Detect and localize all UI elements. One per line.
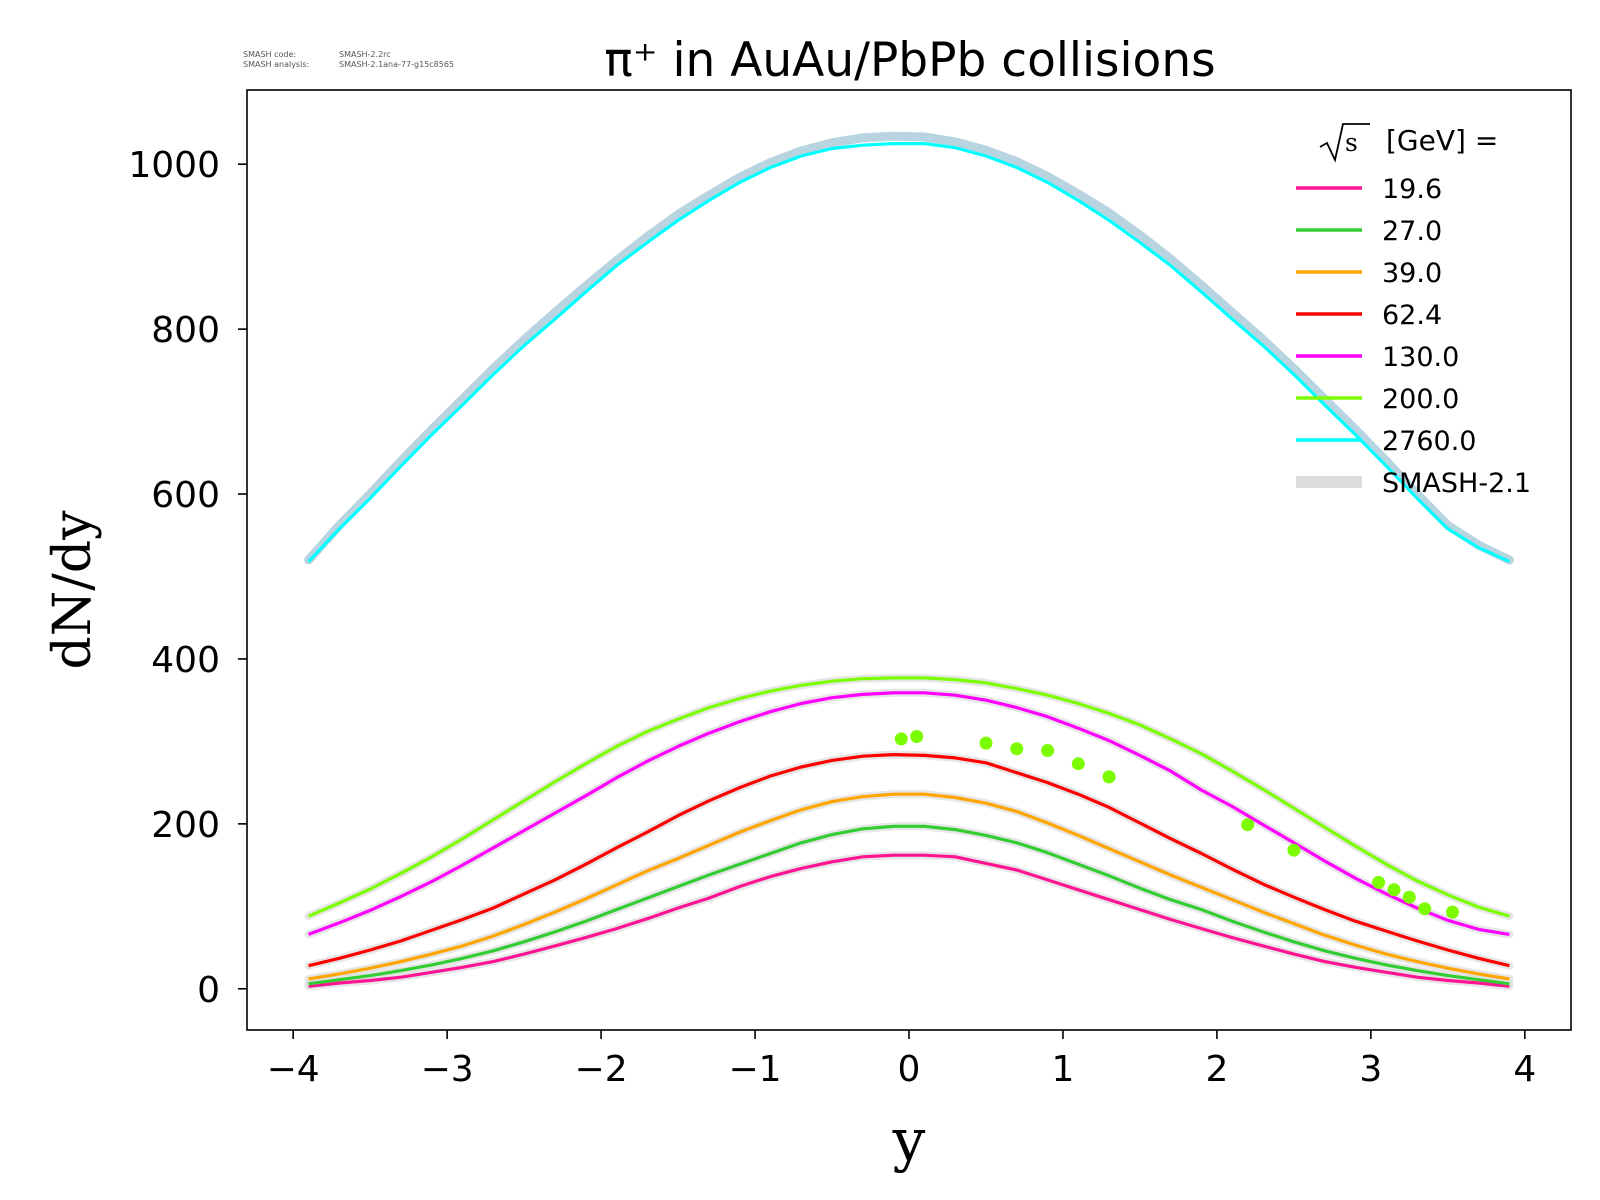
data-point [1446,905,1459,919]
series-line-19.6 [308,853,1510,988]
x-tick-label: −1 [729,1049,782,1090]
data-point [1102,770,1116,784]
data-point [1387,883,1401,897]
data-point [1071,757,1085,771]
legend-title-unit: [GeV] = [1386,124,1498,157]
x-tick-label: 1 [1052,1049,1075,1090]
data-point [1418,902,1432,916]
legend-title-root: s [1345,128,1358,157]
smash-2.1-band-19.6 [304,851,1514,991]
smash-2.1-band-130.0 [304,688,1514,939]
smash-2.1-band-2760.0 [304,131,1514,565]
data-point [1241,818,1255,832]
legend-label: 19.6 [1382,174,1442,205]
series-line-200.0 [307,676,1510,918]
x-tick-label: 4 [1513,1049,1536,1090]
data-point [1402,890,1416,904]
smash-analysis-label: SMASH analysis: [243,60,310,69]
plot-area [304,131,1514,991]
legend-label: SMASH-2.1 [1382,468,1531,499]
y-tick-label: 600 [151,475,220,516]
axes: −4 −3 −2 −1 0 1 2 3 4 0 200 400 600 800 1000 [128,145,1536,1090]
y-tick-label: 0 [197,970,220,1011]
series-line-39.0 [308,792,1510,981]
data-point [1287,843,1301,857]
data-point [1010,742,1024,756]
y-tick-label: 200 [151,805,220,846]
legend-label: 130.0 [1382,342,1459,373]
legend-label: 39.0 [1382,258,1442,289]
x-tick-label: 3 [1359,1049,1382,1090]
legend: s [GeV] = 19.6 27.0 39.0 62.4 130.0 200.0 2760.0… [1296,123,1531,499]
y-tick-label: 800 [151,310,220,351]
legend-label: 62.4 [1382,300,1442,331]
data-point [894,732,908,746]
x-axis-label: y [892,1106,926,1174]
smash-code-value: SMASH-2.2rc [339,50,391,59]
x-tick-label: −4 [267,1049,320,1090]
legend-label: 2760.0 [1382,426,1476,457]
series-line-27.0 [308,824,1510,986]
chart-title: π⁺ in AuAu/PbPb collisions [604,33,1215,88]
smash-code-label: SMASH code: [243,50,297,59]
smash-code-info: SMASH code: SMASH-2.2rc [243,50,391,60]
x-tick-label: 2 [1205,1049,1228,1090]
data-point [979,736,993,750]
legend-label: 27.0 [1382,216,1442,247]
x-tick-label: −2 [575,1049,628,1090]
x-tick-label: −3 [421,1049,474,1090]
series-line-130.0 [308,691,1510,936]
smash-analysis-value: SMASH-2.1ana-77-g15c8565 [339,60,454,69]
y-axis-label: dN/dy [43,510,103,670]
data-point [910,730,924,743]
series-line-62.4 [308,752,1510,968]
legend-label: 200.0 [1382,384,1459,415]
y-tick-label: 1000 [128,145,220,186]
data-point [1372,875,1386,889]
data-point [1041,744,1055,757]
series-line-2760.0 [307,142,1511,564]
sqrt-icon [1319,123,1370,163]
y-tick-label: 400 [151,640,220,681]
smash-analysis-info: SMASH analysis: SMASH-2.1ana-77-g15c8565 [243,60,454,70]
x-tick-label: 0 [898,1049,921,1090]
